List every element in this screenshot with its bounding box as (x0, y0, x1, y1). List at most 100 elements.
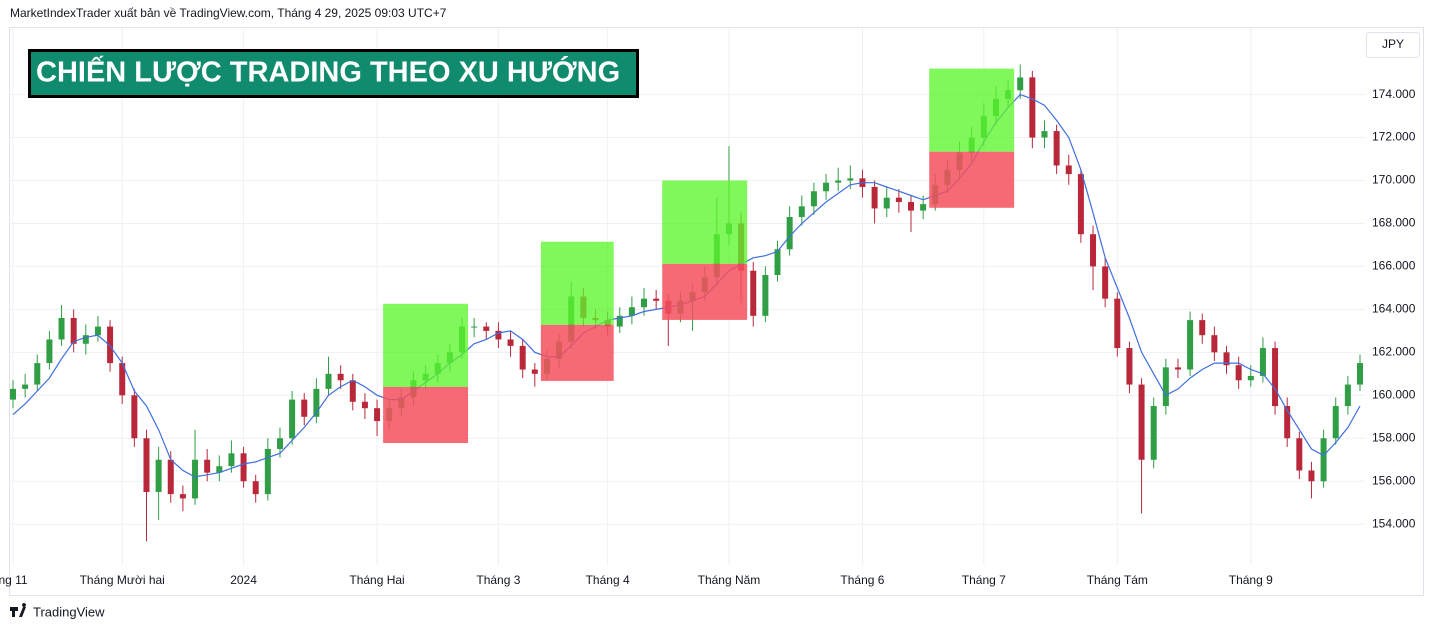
candle-body (835, 180, 842, 183)
candle-body (228, 453, 235, 467)
title-box (28, 49, 639, 98)
candle-body (883, 197, 890, 209)
target-zone (662, 180, 748, 264)
candle-body (192, 459, 199, 499)
candle-body (531, 369, 538, 374)
candle-body (1053, 131, 1060, 166)
stop-zone (929, 151, 1015, 208)
candle-body (1041, 131, 1048, 138)
candle-body (895, 197, 902, 202)
candle-body (1102, 266, 1109, 299)
candle-body (1114, 298, 1121, 349)
x-tick-label: Tháng Mười hai (80, 573, 165, 587)
candle-body (325, 373, 332, 389)
footer-logo[interactable]: TradingView (10, 603, 105, 619)
target-zone (929, 68, 1015, 152)
candle-body (1162, 367, 1169, 407)
candle-body (641, 298, 648, 308)
candle-body (653, 298, 660, 301)
candle-body (1150, 406, 1157, 460)
candle-body (313, 388, 320, 417)
candle-body (22, 384, 29, 389)
candle-body (10, 388, 16, 400)
y-tick-label: 166.000 (1372, 259, 1416, 273)
candle-body (349, 380, 356, 402)
candle-body (1174, 367, 1181, 370)
y-tick-label: 154.000 (1372, 516, 1416, 530)
candle-body (1065, 165, 1072, 175)
candle-body (1029, 77, 1036, 138)
candle-body (70, 317, 77, 344)
candle-body (495, 330, 502, 340)
candle-body (204, 459, 211, 473)
x-tick-label: Tháng Năm (698, 573, 761, 587)
candle-body (750, 270, 757, 316)
x-tick-label: ng 11 (0, 573, 28, 587)
candle-body (301, 399, 308, 417)
candle-body (107, 326, 114, 364)
candle-body (798, 206, 805, 218)
x-tick-label: Tháng Tám (1087, 573, 1148, 587)
x-tick-label: Tháng 3 (476, 573, 520, 587)
candle-body (908, 201, 914, 211)
chart-frame (9, 27, 1424, 596)
stop-zone (662, 263, 748, 320)
candle-body (1223, 352, 1230, 366)
candle-body (1296, 438, 1303, 471)
currency-box[interactable] (1366, 32, 1420, 58)
candle-body (143, 438, 150, 492)
candle-body (1017, 77, 1024, 91)
candle-body (131, 395, 138, 439)
stop-zone (383, 386, 469, 443)
candle-body (58, 317, 65, 340)
candle-body (289, 399, 296, 439)
y-tick-label: 172.000 (1372, 130, 1416, 144)
currency-label[interactable]: JPY (1382, 37, 1404, 51)
candle-body (1344, 384, 1351, 407)
candle-body (1259, 348, 1266, 376)
candle-body (240, 453, 247, 482)
candle-body (628, 307, 635, 316)
candle-body (1211, 335, 1218, 353)
chart-title: CHIẾN LƯỢC TRADING THEO XU HƯỚNG (36, 55, 620, 89)
candle-body (1357, 363, 1363, 385)
x-tick-label: Tháng 7 (962, 573, 1006, 587)
candle-body (361, 401, 368, 409)
candle-body (1332, 406, 1339, 439)
candle-body (774, 249, 781, 276)
candle-body (847, 178, 854, 181)
x-tick-label: 2024 (230, 573, 257, 587)
candle-body (276, 438, 283, 450)
x-tick-label: Tháng 4 (586, 573, 630, 587)
y-tick-label: 164.000 (1372, 302, 1416, 316)
candle-body (823, 182, 830, 192)
candle-body (264, 449, 271, 495)
candle-body (252, 481, 259, 495)
candle-body (94, 326, 101, 336)
candle-body (471, 326, 478, 328)
candle-body (34, 363, 41, 385)
candle-body (1138, 384, 1145, 460)
x-tick-label: Tháng 9 (1229, 573, 1273, 587)
target-zone (383, 303, 469, 387)
candle-body (616, 315, 623, 327)
candle-body (1126, 348, 1133, 385)
x-tick-label: Tháng Hai (349, 573, 404, 587)
candle-body (167, 459, 174, 495)
candle-body (507, 339, 514, 346)
candle-body (337, 373, 344, 381)
candle-body (1284, 406, 1291, 439)
stop-zone (540, 324, 614, 381)
candle-body (810, 191, 817, 207)
y-tick-label: 162.000 (1372, 345, 1416, 359)
y-tick-label: 168.000 (1372, 216, 1416, 230)
candle-body (1308, 470, 1315, 482)
candle-body (216, 466, 223, 473)
candle-body (871, 186, 878, 209)
candle-body (1235, 365, 1242, 381)
candle-body (1077, 174, 1084, 235)
attribution: MarketIndexTrader xuất bản về TradingVie… (10, 6, 447, 20)
candle-body (519, 345, 526, 370)
